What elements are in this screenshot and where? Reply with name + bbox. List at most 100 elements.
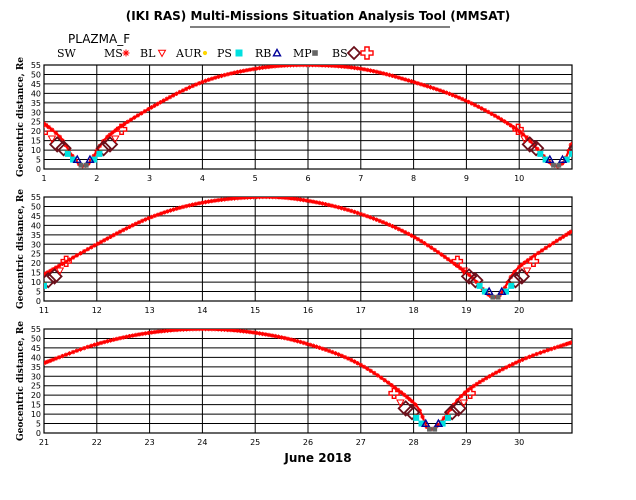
orbit-point	[272, 65, 278, 69]
orbit-point	[379, 375, 384, 380]
orbit-point	[216, 329, 221, 332]
x-tick-label: 6	[305, 174, 310, 183]
orbit-point	[228, 71, 234, 76]
orbit-point	[440, 89, 446, 94]
orbit-point	[447, 91, 452, 97]
plasma-sheet-marker	[563, 156, 570, 163]
orbit-point	[561, 342, 567, 348]
orbit-point	[146, 216, 151, 221]
orbit-point	[200, 200, 205, 205]
orbit-point	[282, 197, 288, 200]
orbit-point	[105, 134, 110, 140]
orbit-point	[212, 75, 218, 80]
orbit-point	[383, 221, 389, 226]
orbit-point	[517, 358, 522, 364]
orbit-point	[499, 117, 504, 122]
orbit-point	[412, 80, 417, 85]
orbit-point	[133, 221, 139, 226]
orbit-point	[528, 139, 533, 144]
bow-shock-marker	[403, 403, 421, 421]
bow-shock-marker	[0, 269, 9, 283]
orbit-point	[48, 358, 53, 363]
orbit-point	[232, 197, 237, 201]
orbit-point	[177, 205, 183, 210]
orbit-point	[250, 330, 256, 335]
orbit-point	[371, 216, 376, 221]
boundary-layer-marker	[459, 267, 469, 276]
plasma-sheet-marker	[481, 288, 488, 295]
orbit-point	[349, 357, 354, 363]
orbit-point	[49, 127, 55, 132]
orbit-point	[530, 353, 536, 358]
legend-marker-mp	[312, 50, 318, 56]
orbit-point	[241, 329, 246, 334]
orbit-point	[333, 351, 338, 356]
plasma-sheet-marker	[542, 156, 549, 163]
orbit-point	[295, 338, 300, 344]
y-tick-label: 30	[31, 108, 41, 117]
y-tick-label: 25	[31, 382, 41, 391]
orbit-point	[168, 329, 173, 333]
orbit-point	[187, 329, 192, 332]
orbit-point	[238, 69, 243, 74]
orbit-point	[301, 340, 306, 346]
legend: SW MS BL AUR PS RB MP BS	[57, 45, 374, 61]
bow-shock-marker	[567, 144, 572, 153]
orbit-point	[384, 71, 389, 77]
orbit-point	[244, 329, 249, 334]
orbit-point	[399, 390, 404, 395]
orbit-point	[193, 329, 199, 332]
orbit-point	[361, 364, 367, 369]
orbit-point	[74, 253, 80, 258]
orbit-point	[155, 329, 161, 334]
orbit-point	[387, 222, 392, 228]
orbit-point	[278, 65, 284, 68]
orbit-point	[361, 67, 367, 72]
orbit-point	[566, 231, 571, 236]
orbit-point	[474, 381, 479, 387]
orbit-point	[372, 370, 377, 376]
orbit-point	[235, 329, 240, 333]
plasma-sheet-marker	[508, 282, 515, 289]
y-tick-label: 35	[31, 99, 41, 108]
panel-frame	[43, 196, 573, 302]
orbit-point	[273, 333, 278, 339]
orbit-point	[418, 238, 424, 244]
orbit-point	[288, 337, 294, 342]
x-tick-label: 23	[145, 438, 155, 447]
orbit-point	[431, 86, 436, 91]
x-tick-label: 24	[197, 438, 207, 447]
orbit-point	[111, 232, 116, 238]
orbit-point	[560, 161, 565, 166]
orbit-point	[125, 119, 130, 124]
orbit-point	[472, 102, 478, 108]
orbit-point	[487, 374, 492, 379]
orbit-point	[513, 360, 519, 365]
x-tick-label: 30	[514, 438, 524, 447]
y-tick-label: 5	[36, 288, 41, 297]
orbit-point	[170, 93, 176, 98]
orbit-point	[171, 329, 177, 333]
legend-label-ms: MS	[104, 47, 123, 60]
orbit-point	[206, 329, 211, 332]
orbit-point	[409, 233, 414, 238]
orbit-point	[48, 268, 53, 274]
orbit-point	[558, 343, 564, 349]
y-axis-label: Geocentric distance, Re	[16, 189, 26, 309]
y-tick-label: 30	[31, 372, 41, 381]
orbit-point	[304, 65, 309, 68]
orbit-point	[520, 357, 525, 362]
orbit-point	[409, 79, 414, 84]
boundary-layer-marker	[55, 267, 65, 276]
bow-shock-marker	[44, 271, 57, 289]
y-tick-label: 40	[31, 353, 41, 362]
orbit-point	[492, 113, 498, 118]
orbit-point	[67, 351, 72, 356]
orbit-point	[232, 70, 237, 75]
orbit-point	[323, 202, 328, 207]
x-tick-label: 26	[303, 438, 313, 447]
orbit-point	[44, 360, 48, 365]
orbit-point	[81, 345, 87, 351]
orbit-point	[342, 206, 347, 212]
